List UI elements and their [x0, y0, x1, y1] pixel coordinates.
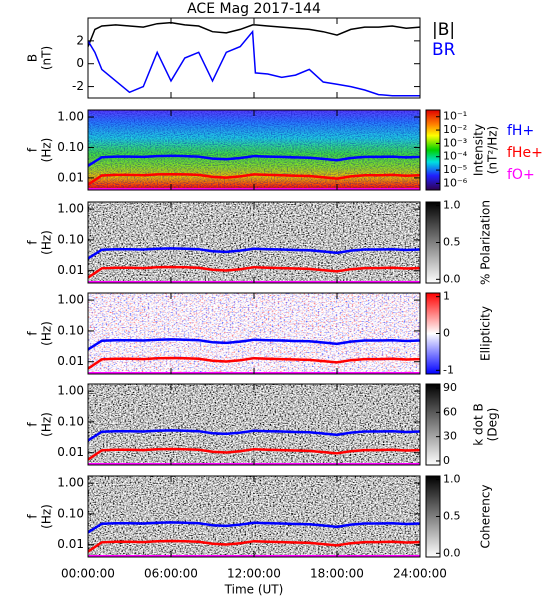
colorbar-tick-label: 10⁻⁶	[443, 176, 468, 189]
y-tick-label: 0.10	[57, 323, 84, 337]
x-tick-label: 24:00:00	[393, 567, 447, 581]
colorbar	[425, 109, 441, 191]
colorbar-tick-label: 10⁻¹	[443, 110, 467, 123]
y-tick-label: 0.01	[57, 354, 84, 368]
y-tick-label: 0	[76, 56, 84, 70]
legend-entry: fHe+	[507, 145, 543, 161]
y-axis-label: f	[26, 514, 40, 519]
y-tick-label: 0.10	[57, 140, 84, 154]
y-tick-label: 0.01	[57, 170, 84, 184]
gyrofrequency-line	[88, 429, 420, 442]
gyrofrequency-line	[88, 356, 420, 370]
panel: 10⁻¹10⁻²10⁻³10⁻⁴10⁻⁵10⁻⁶ Intensity (nT²/Hz…	[26, 109, 543, 191]
panel: 1 0 -1 Ellipticity 1.00 0.10 0.01 f (Hz)	[26, 290, 493, 377]
gyrofrequency-line	[88, 338, 420, 351]
x-tick-label: 06:00:00	[144, 567, 198, 581]
gyrofrequency-line	[88, 265, 420, 279]
panel: 1.0 0.5 0.0 % Polarization 1.00 0.10 0.01 f (Hz)	[26, 199, 493, 286]
y-tick-label: 0.01	[57, 537, 84, 551]
colorbar-tick-label: 10⁻³	[443, 136, 467, 149]
colorbar-label: (nT²/Hz)	[486, 126, 500, 174]
colorbar-label: Intensity	[472, 124, 486, 176]
panel: 90 60 30 0 k dot B (Deg) 1.00 0.10 0.01 f (Hz)	[26, 381, 500, 467]
x-axis-label: Time (UT)	[224, 583, 284, 597]
legend-entry: fO+	[507, 167, 535, 183]
y-axis-label: (Hz)	[40, 504, 54, 529]
y-tick-label: 0.10	[57, 232, 84, 246]
colorbar-tick-label: 0	[443, 327, 450, 340]
y-tick-label: 2	[76, 33, 84, 47]
colorbar-tick-label: 90	[443, 381, 457, 394]
y-tick-label: 0.01	[57, 263, 84, 277]
y-axis-label: f	[26, 240, 40, 245]
spectrogram-image	[88, 384, 420, 465]
y-tick-label: 1.00	[57, 476, 84, 490]
colorbar-tick-label: 1.0	[443, 199, 461, 212]
gyrofrequency-line	[88, 154, 420, 167]
y-axis-label: (Hz)	[40, 321, 54, 346]
y-axis-label: (nT)	[40, 46, 54, 70]
legend-entry: BR	[432, 40, 456, 60]
gyrofrequency-line	[88, 521, 420, 534]
x-tick-label: 12:00:00	[227, 567, 281, 581]
colorbar-label: Coherency	[479, 484, 493, 548]
x-tick-label: 18:00:00	[310, 567, 364, 581]
y-tick-label: 0.10	[57, 506, 84, 520]
y-axis-label: f	[26, 422, 40, 427]
colorbar-label: (Deg)	[486, 408, 500, 442]
y-axis-label: f	[26, 331, 40, 336]
y-tick-label: 0.10	[57, 414, 84, 428]
colorbar-label: Ellipticity	[479, 306, 493, 361]
colorbar-label: k dot B	[472, 403, 486, 445]
gyrofrequency-line	[88, 172, 420, 186]
chart-title: ACE Mag 2017-144	[187, 1, 321, 17]
panel: 1.0 0.5 0.0 Coherency 1.00 0.10 0.01 f (Hz) 00:00…	[26, 473, 493, 597]
colorbar-tick-label: 0.0	[443, 272, 461, 285]
spectrogram-image	[88, 476, 420, 557]
y-tick-label: 0.01	[57, 445, 84, 459]
legend-entry: fH+	[507, 123, 534, 139]
colorbar-tick-label: 10⁻²	[443, 123, 467, 136]
colorbar-label: % Polarization	[479, 200, 493, 285]
panel: |B|BR -2 0 2 B (nT)	[26, 17, 456, 99]
colorbar-tick-label: 1.0	[443, 473, 461, 486]
colorbar-tick-label: 60	[443, 405, 457, 418]
data-line	[88, 29, 420, 97]
colorbar-tick-label: 0	[443, 454, 450, 467]
colorbar-tick-label: 1	[443, 290, 450, 303]
x-tick-label: 00:00:00	[61, 567, 115, 581]
y-tick-label: 1.00	[57, 384, 84, 398]
y-axis-label: f	[26, 147, 40, 152]
y-tick-label: -2	[72, 79, 84, 93]
y-tick-label: 1.00	[57, 293, 84, 307]
y-tick-label: 1.00	[57, 110, 84, 124]
spectrogram-texture	[88, 110, 420, 190]
gyrofrequency-line	[88, 539, 420, 553]
colorbar-tick-label: 0.5	[443, 510, 461, 523]
y-axis-label: B	[26, 54, 40, 62]
colorbar-tick-label: -1	[443, 363, 454, 376]
data-line	[88, 21, 420, 47]
colorbar-tick-label: 10⁻⁴	[443, 150, 468, 163]
y-axis-label: (Hz)	[40, 230, 54, 255]
gyrofrequency-line	[88, 247, 420, 260]
y-axis-label: (Hz)	[40, 138, 54, 163]
spectrogram-image	[88, 202, 420, 283]
colorbar-tick-label: 0.0	[443, 546, 461, 559]
spectrogram-image	[88, 293, 420, 374]
gyrofrequency-line	[88, 447, 420, 461]
colorbar-tick-label: 30	[443, 430, 457, 443]
colorbar	[425, 383, 441, 466]
y-tick-label: 1.00	[57, 202, 84, 216]
legend-entry: |B|	[432, 20, 455, 40]
y-axis-label: (Hz)	[40, 412, 54, 437]
colorbar-tick-label: 10⁻⁵	[443, 163, 467, 176]
colorbar-tick-label: 0.5	[443, 236, 461, 249]
